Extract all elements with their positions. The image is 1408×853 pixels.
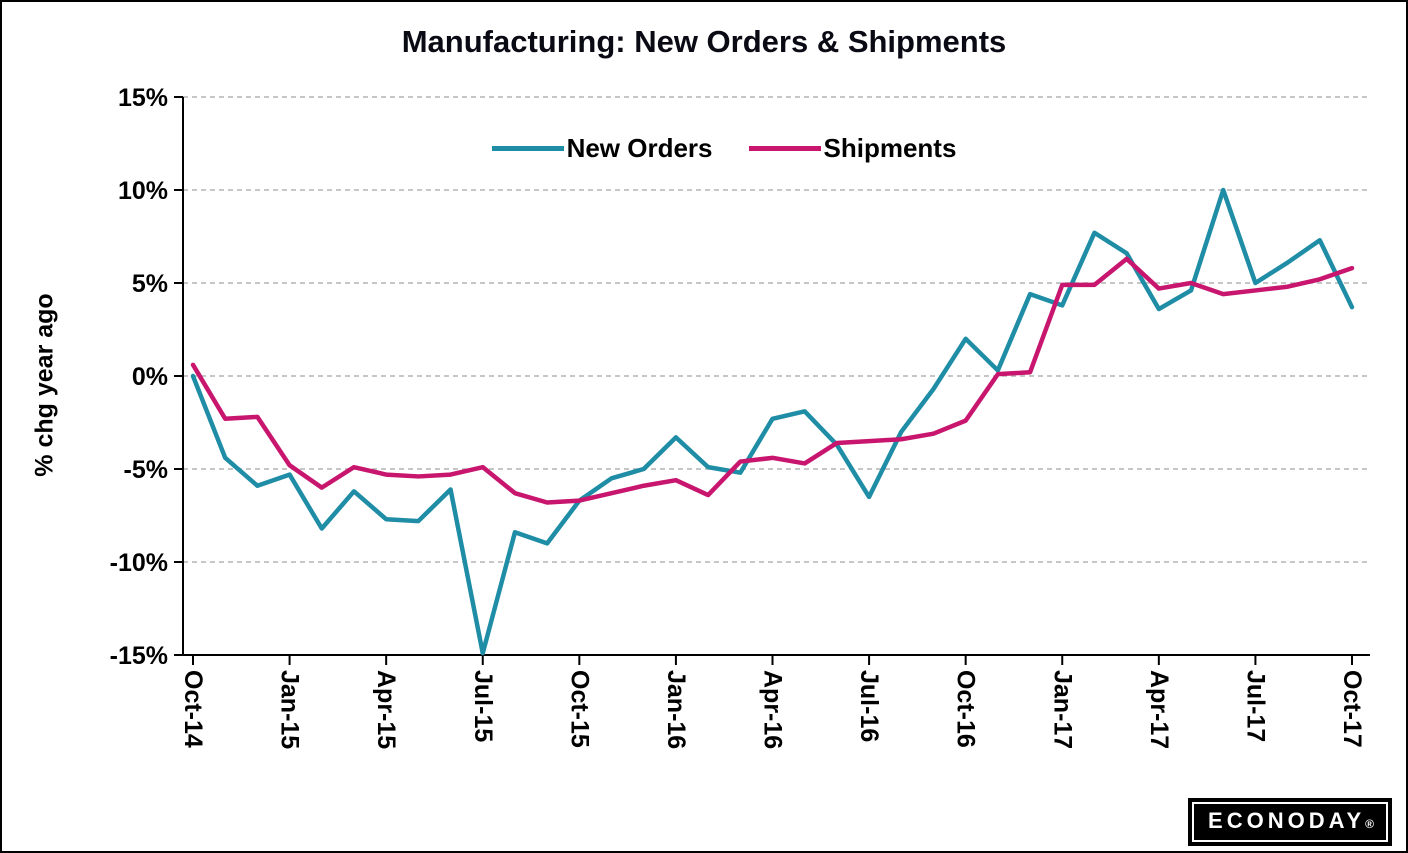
y-tick-label: 10% (118, 177, 168, 205)
y-tick-label: 15% (118, 84, 168, 112)
shipments-line-swatch (748, 146, 821, 151)
x-tick-label: Oct-14 (179, 670, 207, 748)
x-tick-label: Oct-17 (1338, 670, 1366, 748)
registered-mark: ® (1365, 817, 1374, 831)
x-tick-label: Apr-17 (1145, 670, 1173, 749)
x-tick-label: Jul-15 (469, 670, 497, 742)
y-tick-label: -10% (110, 549, 168, 577)
y-tick-label: 0% (132, 363, 168, 391)
legend-item-shipments: Shipments (748, 133, 957, 164)
x-tick-label: Jan-17 (1048, 670, 1076, 749)
legend-label-new-orders: New Orders (566, 133, 713, 163)
x-tick-label: Apr-15 (372, 670, 400, 749)
x-tick-label: Oct-16 (952, 670, 980, 748)
series-line-shipments (190, 256, 1355, 505)
x-tick-label: Jul-17 (1241, 670, 1269, 742)
new-orders-line-swatch (491, 146, 564, 151)
y-tick-label: -5% (124, 456, 168, 484)
econoday-logo-text: ECONODAY (1208, 808, 1366, 833)
series-line-new-orders (190, 187, 1355, 656)
econoday-logo-frame: ECONODAY® (1192, 802, 1388, 842)
x-tick-label: Jan-16 (662, 670, 690, 749)
x-tick-label: Apr-16 (759, 670, 787, 749)
x-tick-label: Oct-15 (565, 670, 593, 748)
legend-item-new-orders: New Orders (491, 133, 713, 164)
x-tick-label: Jan-15 (276, 670, 304, 749)
y-tick-label: 5% (132, 270, 168, 298)
y-tick-label: -15% (110, 642, 168, 670)
chart-title: Manufacturing: New Orders & Shipments (401, 24, 1007, 59)
x-tick-label: Jul-16 (855, 670, 883, 742)
legend-label-shipments: Shipments (823, 133, 957, 163)
legend: New Orders Shipments (22, 133, 1406, 164)
econoday-logo: ECONODAY® (1188, 798, 1392, 846)
